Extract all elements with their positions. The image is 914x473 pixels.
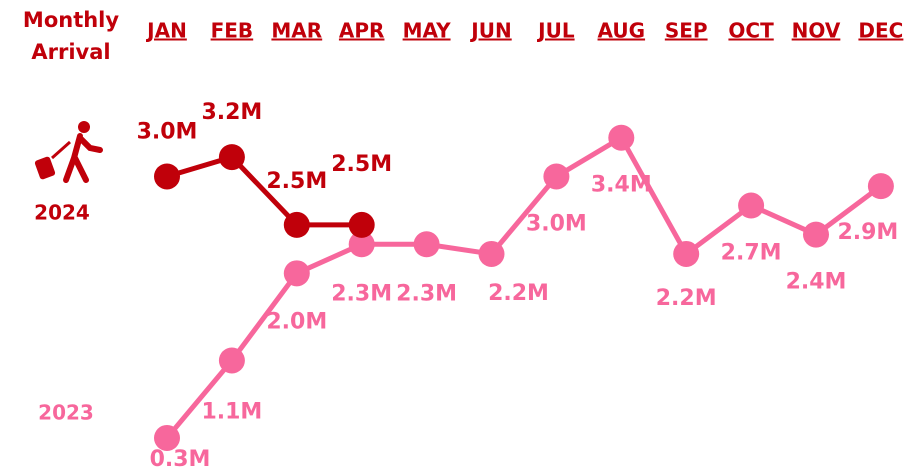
value-label: 2.2M bbox=[488, 281, 549, 306]
month-label: AUG bbox=[598, 19, 646, 43]
month-label: JUN bbox=[469, 19, 511, 43]
data-point bbox=[218, 144, 245, 171]
value-label: 2.0M bbox=[266, 309, 327, 334]
data-point bbox=[608, 124, 635, 151]
data-point bbox=[738, 192, 765, 219]
value-label: 3.4M bbox=[591, 173, 652, 198]
series-name: 2024 bbox=[34, 201, 90, 225]
month-label: MAY bbox=[403, 19, 451, 43]
value-label: 0.3M bbox=[150, 447, 211, 472]
data-point bbox=[348, 211, 375, 238]
value-label: 3.2M bbox=[201, 100, 262, 125]
month-label: APR bbox=[339, 19, 385, 43]
data-point bbox=[867, 173, 894, 200]
value-label: 2.5M bbox=[266, 169, 327, 194]
data-point bbox=[218, 347, 245, 374]
value-label: 3.0M bbox=[526, 211, 587, 236]
value-label: 2.5M bbox=[331, 152, 392, 177]
value-label: 2.2M bbox=[656, 286, 717, 311]
data-point bbox=[543, 163, 570, 190]
series-name: 2023 bbox=[38, 401, 94, 425]
value-label: 2.7M bbox=[721, 241, 782, 266]
data-point bbox=[154, 424, 180, 451]
month-label: JAN bbox=[145, 19, 187, 43]
value-label: 3.0M bbox=[137, 119, 198, 144]
month-label: NOV bbox=[792, 19, 841, 43]
data-point bbox=[283, 260, 310, 287]
value-label: 2.4M bbox=[786, 270, 847, 295]
value-label: 2.9M bbox=[837, 220, 898, 245]
month-label: OCT bbox=[728, 19, 774, 43]
data-point bbox=[478, 240, 505, 267]
data-point bbox=[803, 221, 829, 248]
chart-title: Monthly Arrival bbox=[22, 8, 120, 64]
month-label: DEC bbox=[858, 19, 903, 43]
data-point bbox=[283, 211, 310, 238]
value-label: 2.3M bbox=[396, 281, 457, 306]
value-label: 1.1M bbox=[201, 399, 262, 424]
traveler-icon bbox=[34, 121, 103, 183]
value-label: 2.3M bbox=[331, 281, 392, 306]
month-label: FEB bbox=[211, 19, 254, 43]
data-point bbox=[348, 231, 375, 258]
month-label: SEP bbox=[665, 19, 708, 43]
month-label: MAR bbox=[271, 19, 322, 43]
data-point bbox=[154, 163, 180, 190]
data-point bbox=[413, 231, 440, 258]
data-point bbox=[673, 240, 700, 267]
month-label: JUL bbox=[536, 19, 575, 43]
series-line bbox=[166, 154, 362, 228]
